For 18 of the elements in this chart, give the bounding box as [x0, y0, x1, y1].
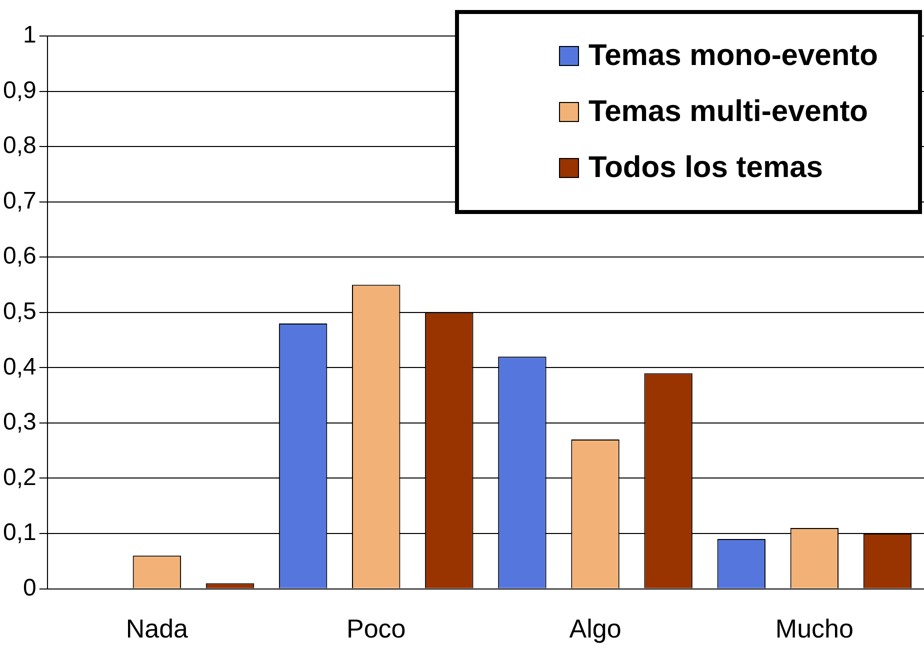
y-tick-label: 0,2	[2, 464, 36, 491]
y-tick-label: 0,7	[2, 187, 36, 214]
x-tick-label: Poco	[346, 614, 406, 644]
y-tick-label: 0,1	[2, 519, 36, 546]
y-tick-label: 0	[23, 574, 36, 602]
legend-label: Temas multi-evento	[588, 95, 868, 129]
y-tick-label: 1	[23, 22, 36, 49]
y-tick-label: 0,4	[2, 353, 36, 380]
legend-label: Temas mono-evento	[588, 39, 878, 73]
y-tick-label: 0,9	[2, 76, 36, 104]
y-tick-label: 0,3	[2, 408, 36, 436]
y-tick-label: 0,6	[2, 242, 36, 270]
y-tick-label: 0,8	[2, 132, 36, 160]
x-tick-label: Mucho	[775, 614, 854, 644]
x-tick-label: Nada	[126, 614, 189, 644]
x-tick-label: Algo	[569, 614, 622, 644]
legend-label: Todos los temas	[588, 151, 823, 185]
y-tick-label: 0,5	[2, 298, 36, 326]
